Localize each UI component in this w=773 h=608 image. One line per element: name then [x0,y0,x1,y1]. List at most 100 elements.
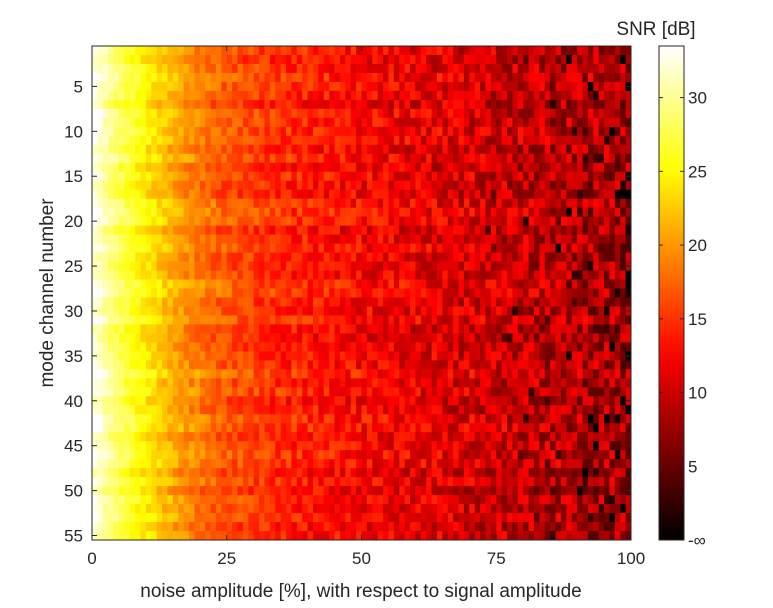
heatmap-cell [533,81,540,92]
heatmap-cell [388,117,395,128]
heatmap-cell [593,468,600,478]
heatmap-cell [178,135,185,146]
heatmap-cell [544,315,551,325]
heatmap-cell [248,396,255,406]
heatmap-cell [598,342,605,352]
heatmap-cell [189,198,195,209]
heatmap-cell [339,162,346,173]
heatmap-cell [232,351,238,361]
heatmap-cell [577,423,583,433]
heatmap-cell [458,46,465,56]
heatmap-cell [189,324,195,334]
heatmap-cell [92,234,98,245]
heatmap-cell [555,189,562,200]
heatmap-cell [334,342,341,352]
heatmap-cell [426,153,433,164]
heatmap-cell [135,72,141,83]
heatmap-cell [296,135,303,146]
heatmap-cell [345,108,352,119]
heatmap-cell [620,117,627,128]
heatmap-cell [480,108,486,119]
heatmap-cell [442,486,449,496]
heatmap-cell [528,261,535,271]
heatmap-cell [275,46,282,56]
heatmap-cell [571,423,578,433]
heatmap-cell [366,243,373,254]
heatmap-cell [609,144,616,155]
heatmap-cell [199,387,206,397]
heatmap-cell [420,162,427,173]
heatmap-cell [388,135,395,146]
heatmap-cell [388,234,395,245]
heatmap-cell [566,306,573,316]
heatmap-cell [507,46,513,56]
heatmap-cell [426,108,433,119]
heatmap-cell [566,387,573,397]
heatmap-cell [566,486,573,496]
heatmap-cell [102,270,109,280]
heatmap-cell [404,315,411,325]
heatmap-cell [199,46,206,56]
heatmap-cell [269,216,276,227]
heatmap-cell [614,252,621,263]
heatmap-cell [248,261,255,271]
heatmap-cell [183,279,190,289]
heatmap-cell [485,405,492,415]
heatmap-cell [393,126,400,137]
heatmap-cell [156,468,163,478]
heatmap-cell [372,72,379,83]
heatmap-cell [463,333,470,343]
heatmap-cell [113,315,120,325]
heatmap-cell [210,117,217,128]
heatmap-cell [388,90,395,101]
heatmap-cell [97,63,104,74]
heatmap-cell [377,324,384,334]
heatmap-cell [124,153,131,164]
heatmap-cell [221,405,228,415]
heatmap-cell [140,261,147,271]
heatmap-cell [614,396,621,406]
heatmap-cell [550,324,556,334]
heatmap-cell [210,126,217,137]
heatmap-cell [490,117,497,128]
heatmap-cell [463,207,470,218]
heatmap-cell [108,288,115,298]
heatmap-cell [118,387,125,397]
heatmap-cell [415,46,422,56]
heatmap-cell [544,99,551,110]
heatmap-cell [366,288,373,298]
heatmap-cell [140,72,147,83]
heatmap-cell [167,414,174,424]
heatmap-cell [415,225,422,236]
heatmap-cell [485,117,492,128]
heatmap-cell [512,297,519,307]
heatmap-cell [555,126,562,137]
heatmap-cell [507,306,513,316]
heatmap-cell [221,477,228,487]
heatmap-cell [404,234,411,245]
heatmap-cell [550,162,556,173]
heatmap-cell [199,225,206,236]
heatmap-cell [102,225,109,236]
heatmap-cell [609,477,616,487]
heatmap-cell [205,315,212,325]
heatmap-cell [587,234,594,245]
heatmap-cell [124,162,131,173]
heatmap-cell [248,90,255,101]
heatmap-cell [431,306,438,316]
heatmap-cell [199,270,206,280]
heatmap-cell [145,63,152,74]
heatmap-cell [145,333,152,343]
heatmap-cell [377,477,384,487]
heatmap-cell [350,72,357,83]
heatmap-cell [318,108,325,119]
heatmap-cell [453,72,459,83]
heatmap-cell [151,90,158,101]
heatmap-cell [183,432,190,442]
heatmap-cell [253,333,260,343]
heatmap-cell [587,279,594,289]
heatmap-cell [162,360,168,370]
heatmap-cell [97,234,104,245]
heatmap-cell [485,369,492,379]
heatmap-cell [280,459,287,469]
